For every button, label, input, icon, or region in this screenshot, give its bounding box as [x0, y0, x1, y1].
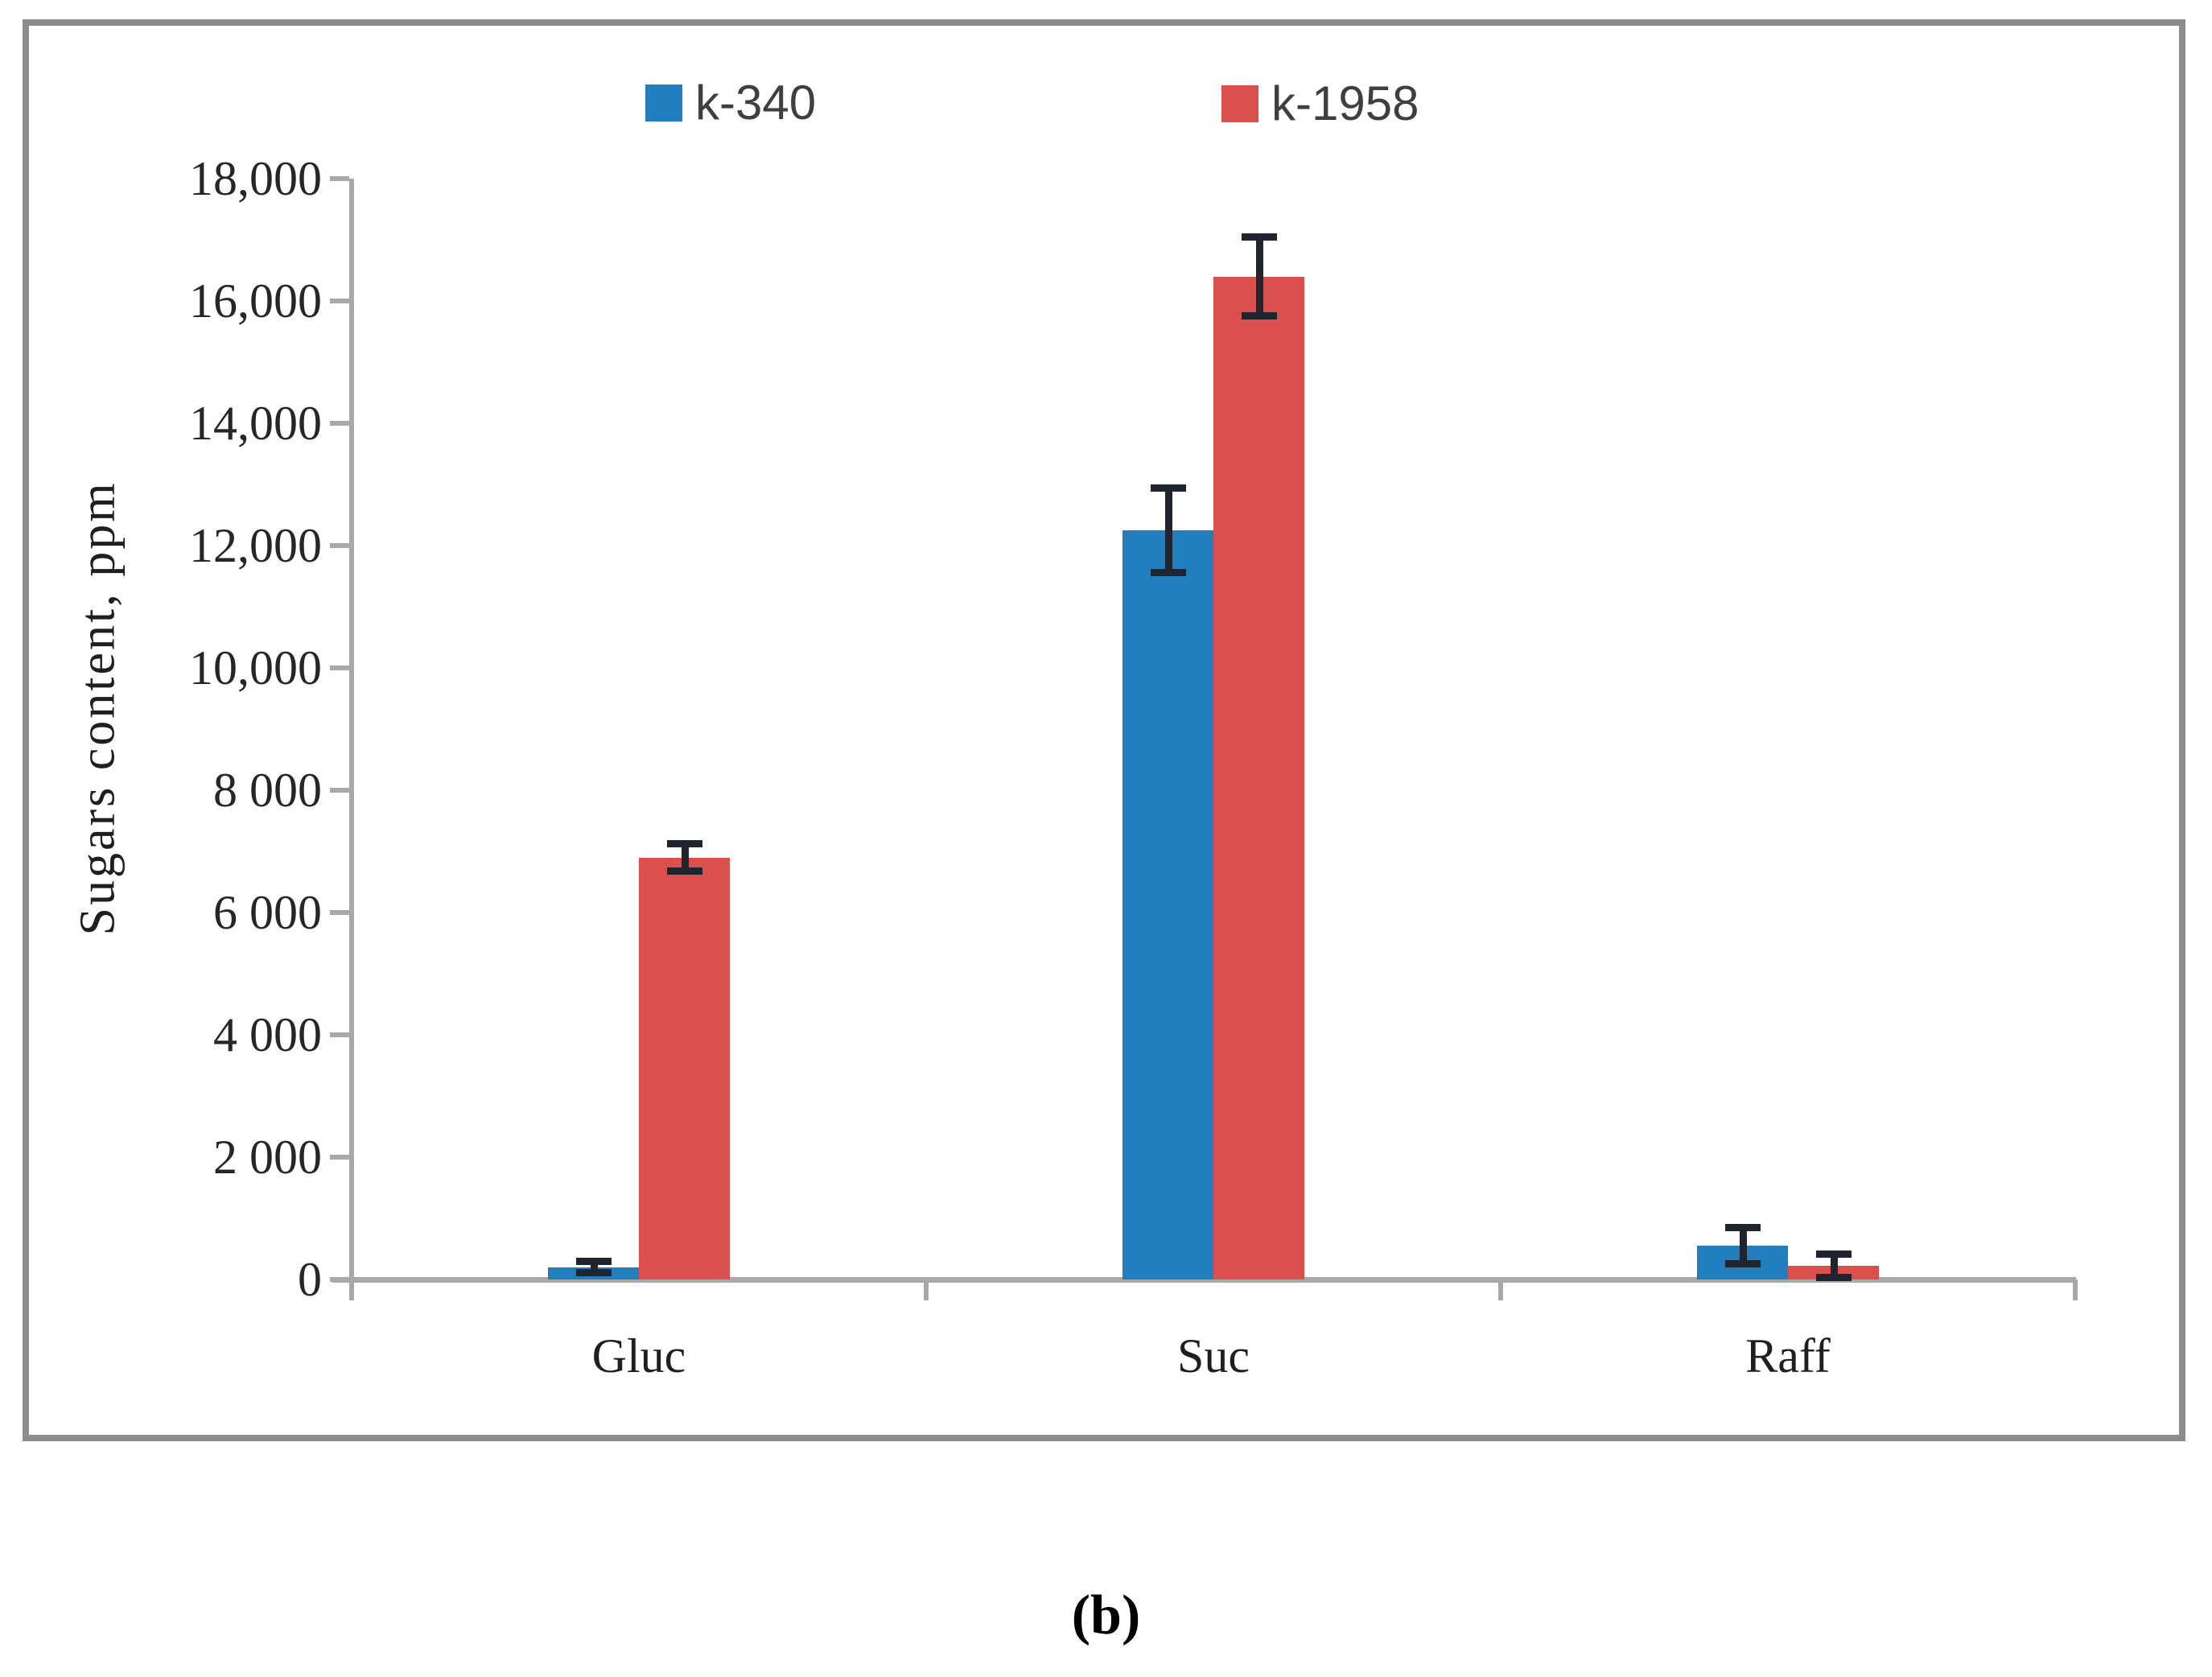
error-bar-k-340-raff [1739, 1227, 1747, 1264]
figure-caption: (b) [1071, 1584, 1141, 1646]
error-bar-k-1958-gluc-cap-top [666, 840, 702, 848]
y-tick-mark [330, 665, 349, 670]
error-bar-k-340-suc-cap-top [1150, 484, 1186, 492]
y-tick-mark [330, 299, 349, 303]
error-bar-k-340-raff-cap-top [1724, 1224, 1761, 1232]
x-category-label: Gluc [591, 1329, 686, 1382]
error-bar-k-340-raff-cap-bottom [1724, 1260, 1761, 1267]
legend-swatch-red [1221, 85, 1258, 122]
y-tick-mark [330, 176, 349, 181]
error-bar-k-340-gluc [590, 1261, 598, 1274]
x-tick-mark [924, 1279, 929, 1300]
error-bar-k-340-gluc-cap-bottom [575, 1269, 612, 1277]
legend-label: k-340 [695, 76, 817, 130]
y-tick-label: 6 000 [213, 886, 322, 939]
y-tick-label: 18,000 [189, 152, 322, 205]
error-bar-k-340-suc [1164, 487, 1172, 574]
y-tick-mark [330, 788, 349, 793]
legend-item-k1958: k-1958 [1221, 76, 1419, 130]
y-tick-label: 4 000 [213, 1008, 322, 1061]
legend-item-k340: k-340 [645, 76, 817, 130]
error-bar-k-1958-raff-cap-bottom [1815, 1274, 1852, 1282]
y-tick-label: 2 000 [213, 1131, 322, 1184]
legend-swatch-blue [645, 84, 682, 122]
chart-frame [23, 19, 2185, 1441]
y-tick-mark [330, 1032, 349, 1037]
y-tick-label: 8 000 [213, 764, 322, 817]
error-bar-k-1958-suc-cap-bottom [1241, 312, 1277, 319]
y-tick-mark [330, 910, 349, 915]
x-tick-mark [349, 1279, 354, 1300]
x-category-label: Raff [1745, 1329, 1831, 1382]
error-bar-k-1958-raff [1830, 1254, 1838, 1279]
error-bar-k-1958-raff-cap-top [1815, 1251, 1852, 1259]
error-bar-k-1958-gluc [681, 843, 689, 872]
x-tick-mark [2073, 1279, 2078, 1300]
y-tick-label: 12,000 [189, 519, 322, 572]
y-tick-label: 0 [298, 1253, 322, 1306]
y-tick-mark [330, 421, 349, 426]
y-tick-label: 10,000 [189, 641, 322, 694]
x-axis-line [332, 1277, 2076, 1283]
y-axis-line [349, 179, 354, 1297]
error-bar-k-1958-suc [1255, 237, 1263, 316]
error-bar-k-1958-gluc-cap-bottom [666, 867, 702, 876]
x-category-label: Suc [1177, 1329, 1250, 1382]
y-tick-label: 14,000 [189, 397, 322, 450]
bar-k-1958-gluc [639, 858, 730, 1279]
legend-label: k-1958 [1271, 76, 1419, 130]
error-bar-k-1958-suc-cap-top [1241, 233, 1277, 241]
y-tick-mark [330, 543, 349, 548]
error-bar-k-340-suc-cap-bottom [1150, 569, 1186, 577]
x-tick-mark [1498, 1279, 1503, 1300]
bar-k-340-suc [1122, 530, 1213, 1279]
bar-k-1958-suc [1213, 277, 1304, 1279]
error-bar-k-340-gluc-cap-top [575, 1258, 612, 1266]
y-tick-mark [330, 1155, 349, 1160]
y-tick-label: 16,000 [189, 274, 322, 328]
y-tick-mark [330, 1277, 349, 1282]
